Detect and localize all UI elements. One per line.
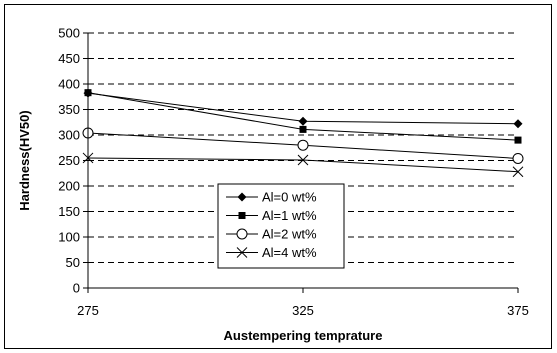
x-tick-label: 275 — [77, 303, 99, 318]
x-tick-labels: 275 325 375 — [77, 288, 529, 318]
legend-item: Al=1 wt% — [226, 208, 317, 223]
x-tick-label: 325 — [292, 303, 314, 318]
series-line — [87, 92, 519, 141]
y-tick-label: 250 — [58, 153, 80, 168]
y-tick-label: 100 — [58, 230, 80, 245]
data-point — [299, 125, 307, 133]
legend-marker — [236, 228, 248, 240]
data-point — [514, 136, 522, 144]
y-tick-label: 300 — [58, 128, 80, 143]
legend-marker — [238, 212, 246, 219]
y-tick-label: 350 — [58, 102, 80, 117]
legend-label: Al=1 wt% — [262, 208, 317, 223]
data-point — [297, 139, 309, 151]
legend-marker — [236, 247, 248, 258]
y-tick-labels: 0 50 100 150 200 250 300 350 400 450 500 — [58, 26, 88, 296]
data-point — [513, 119, 523, 129]
series-1 — [83, 88, 523, 129]
data-point — [512, 166, 524, 178]
data-point — [512, 152, 524, 164]
y-tick-label: 50 — [66, 255, 80, 270]
y-tick-label: 200 — [58, 179, 80, 194]
y-tick-label: 450 — [58, 51, 80, 66]
y-tick-label: 500 — [58, 26, 80, 41]
legend-item: Al=0 wt% — [226, 190, 317, 205]
y-tick-label: 400 — [58, 77, 80, 92]
data-point — [297, 154, 309, 166]
y-tick-label: 150 — [58, 204, 80, 219]
y-axis-title: Hardness(HV50) — [17, 110, 32, 210]
x-axis-title: Austempering temprature — [224, 328, 383, 343]
chart-frame — [4, 4, 552, 349]
legend: Al=0 wt% Al=1 wt% Al=2 wt% Al=4 wt% — [217, 183, 345, 269]
legend-marker — [237, 192, 247, 202]
legend-item: Al=4 wt% — [226, 245, 317, 260]
legend-label: Al=4 wt% — [262, 245, 317, 260]
series-group — [82, 88, 524, 178]
legend-label: Al=2 wt% — [262, 227, 317, 242]
x-tick-label: 375 — [507, 303, 529, 318]
legend-item: Al=2 wt% — [226, 227, 317, 242]
data-point — [298, 116, 308, 126]
y-tick-label: 0 — [73, 281, 80, 296]
legend-label: Al=0 wt% — [262, 190, 317, 205]
series-4 — [82, 152, 524, 178]
series-3 — [82, 127, 524, 164]
